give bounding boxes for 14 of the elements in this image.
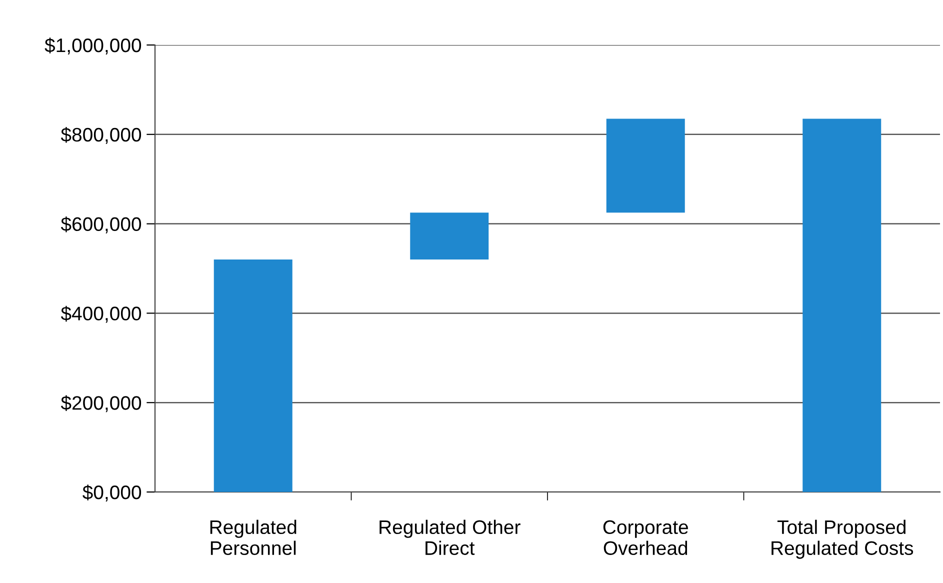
x-tick-label: Total Proposed Regulated Costs (772, 520, 914, 559)
x-tick-label: Corporate Overhead (603, 520, 688, 556)
y-tick-label: $800,000 (60, 127, 142, 144)
bar (802, 118, 882, 492)
y-tick-label: $400,000 (60, 306, 142, 323)
y-tick-label: $0,000 (82, 484, 142, 502)
y-tick-label: $600,000 (60, 216, 142, 234)
x-tick-label: Regulated Personnel (210, 520, 296, 556)
y-tick-label: $1,000,000 (44, 38, 142, 55)
y-tick-label: $200,000 (60, 395, 142, 412)
bar (214, 260, 292, 492)
x-tick-label: Regulated Other Direct (380, 520, 520, 556)
bar (606, 118, 685, 213)
bar (410, 212, 489, 260)
